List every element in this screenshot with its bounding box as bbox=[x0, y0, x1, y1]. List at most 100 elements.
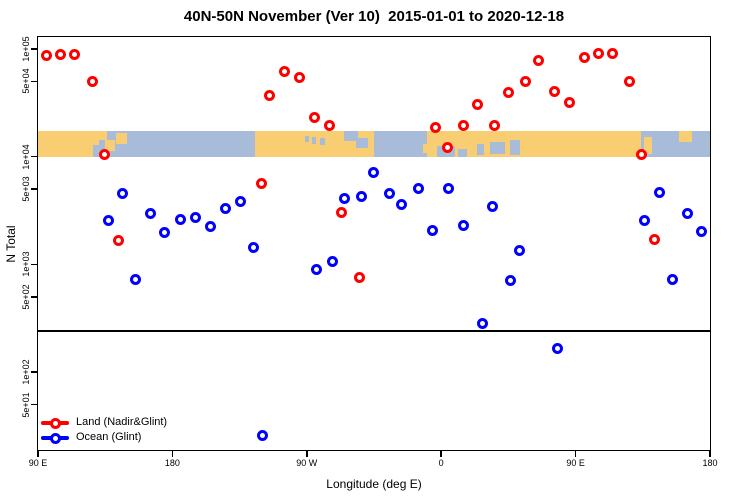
map-land-patch bbox=[644, 137, 653, 155]
land-point bbox=[40, 50, 52, 62]
x-tick-label: 180 bbox=[702, 458, 718, 468]
ocean-point bbox=[311, 264, 323, 276]
ocean-point bbox=[355, 190, 367, 202]
land-point bbox=[520, 75, 532, 87]
ocean-point bbox=[117, 187, 129, 199]
map-ocean-patch bbox=[320, 138, 325, 145]
land-point bbox=[98, 149, 110, 161]
y-tick bbox=[31, 48, 37, 50]
ocean-point bbox=[338, 193, 350, 205]
land-point bbox=[488, 120, 500, 132]
land-point bbox=[635, 149, 647, 161]
ocean-point bbox=[457, 219, 469, 231]
y-tick bbox=[31, 403, 37, 406]
ocean-point bbox=[638, 215, 650, 227]
y-tick-label: 5e+01 bbox=[21, 391, 31, 418]
ocean-point bbox=[487, 200, 499, 212]
land-point bbox=[112, 234, 124, 246]
ocean-point bbox=[256, 430, 268, 442]
ocean-point bbox=[189, 211, 201, 223]
ocean-point bbox=[129, 274, 141, 286]
land-point bbox=[648, 233, 660, 245]
ocean-point bbox=[667, 273, 679, 285]
ocean-point bbox=[396, 199, 408, 211]
map-ocean-patch bbox=[304, 135, 310, 143]
map-ocean-patch bbox=[477, 143, 485, 156]
map-land-patch bbox=[678, 130, 693, 143]
y-axis-title: N Total bbox=[4, 225, 18, 263]
y-tick bbox=[31, 155, 37, 158]
ocean-point bbox=[248, 241, 260, 253]
ocean-point bbox=[145, 208, 157, 220]
land-point bbox=[323, 120, 335, 132]
map-ocean-patch bbox=[356, 138, 369, 148]
map-land-patch bbox=[99, 130, 107, 140]
x-tick-label: 90 E bbox=[28, 458, 48, 468]
y-tick-label: 5e+03 bbox=[21, 176, 31, 202]
y-tick-label: 5e+04 bbox=[21, 68, 31, 95]
ocean-point bbox=[327, 255, 339, 267]
land-point bbox=[458, 120, 470, 132]
ocean-point bbox=[443, 182, 455, 194]
map-land-patch bbox=[116, 133, 127, 144]
map-ocean-patch bbox=[509, 139, 521, 156]
x-tick bbox=[440, 451, 442, 457]
land-point bbox=[548, 86, 560, 98]
map-ocean-patch bbox=[457, 148, 467, 157]
land-point bbox=[563, 96, 575, 108]
ocean-point bbox=[695, 226, 707, 238]
land-point bbox=[279, 66, 291, 78]
ocean-point bbox=[653, 187, 665, 199]
ocean-point bbox=[159, 227, 171, 239]
y-tick bbox=[31, 371, 37, 373]
land-point bbox=[69, 49, 81, 61]
legend-marker-ocean bbox=[49, 432, 61, 444]
map-ocean-segment bbox=[374, 130, 427, 157]
land-point bbox=[593, 48, 605, 60]
land-point bbox=[86, 75, 98, 87]
x-tick bbox=[574, 451, 577, 457]
legend-marker-land bbox=[49, 417, 61, 429]
land-point bbox=[503, 86, 515, 98]
land-point bbox=[353, 272, 365, 284]
ocean-point bbox=[513, 244, 525, 256]
land-point bbox=[472, 98, 484, 110]
ocean-point bbox=[234, 196, 246, 208]
ocean-point bbox=[477, 317, 489, 329]
ocean-point bbox=[219, 203, 231, 215]
y-tick-label: 5e+02 bbox=[21, 284, 31, 310]
ocean-point bbox=[384, 187, 396, 199]
ocean-point bbox=[505, 275, 517, 287]
land-point bbox=[309, 112, 321, 124]
land-point bbox=[441, 141, 453, 153]
chart-title: 40N-50N November (Ver 10) 2015-01-01 to … bbox=[183, 8, 565, 25]
map-land-segment bbox=[38, 130, 100, 157]
x-tick bbox=[37, 451, 39, 457]
threshold-line bbox=[38, 330, 710, 332]
ocean-point bbox=[205, 220, 217, 232]
y-tick bbox=[31, 188, 37, 190]
land-point bbox=[255, 178, 267, 190]
y-tick bbox=[31, 80, 37, 83]
land-point bbox=[55, 49, 67, 61]
y-tick bbox=[31, 263, 37, 266]
x-tick-label: 180 bbox=[164, 458, 180, 468]
x-tick bbox=[171, 451, 174, 457]
ocean-point bbox=[551, 342, 563, 354]
land-point bbox=[293, 72, 305, 84]
x-tick-label: 90 E bbox=[566, 458, 585, 468]
map-ocean-patch bbox=[490, 142, 505, 155]
land-point bbox=[532, 54, 544, 66]
map-ocean-patch bbox=[344, 130, 358, 141]
legend-label-land: Land (Nadir&Glint) bbox=[76, 416, 168, 428]
ocean-point bbox=[175, 214, 187, 226]
x-tick bbox=[306, 451, 308, 457]
legend-label-ocean: Ocean (Glint) bbox=[76, 431, 142, 443]
x-tick-label: 90 W bbox=[296, 458, 318, 468]
x-axis-title: Longitude (deg E) bbox=[326, 477, 422, 491]
x-tick-label: 0 bbox=[438, 458, 444, 468]
land-point bbox=[623, 75, 635, 87]
plot-frame bbox=[37, 36, 711, 451]
land-point bbox=[578, 51, 590, 63]
